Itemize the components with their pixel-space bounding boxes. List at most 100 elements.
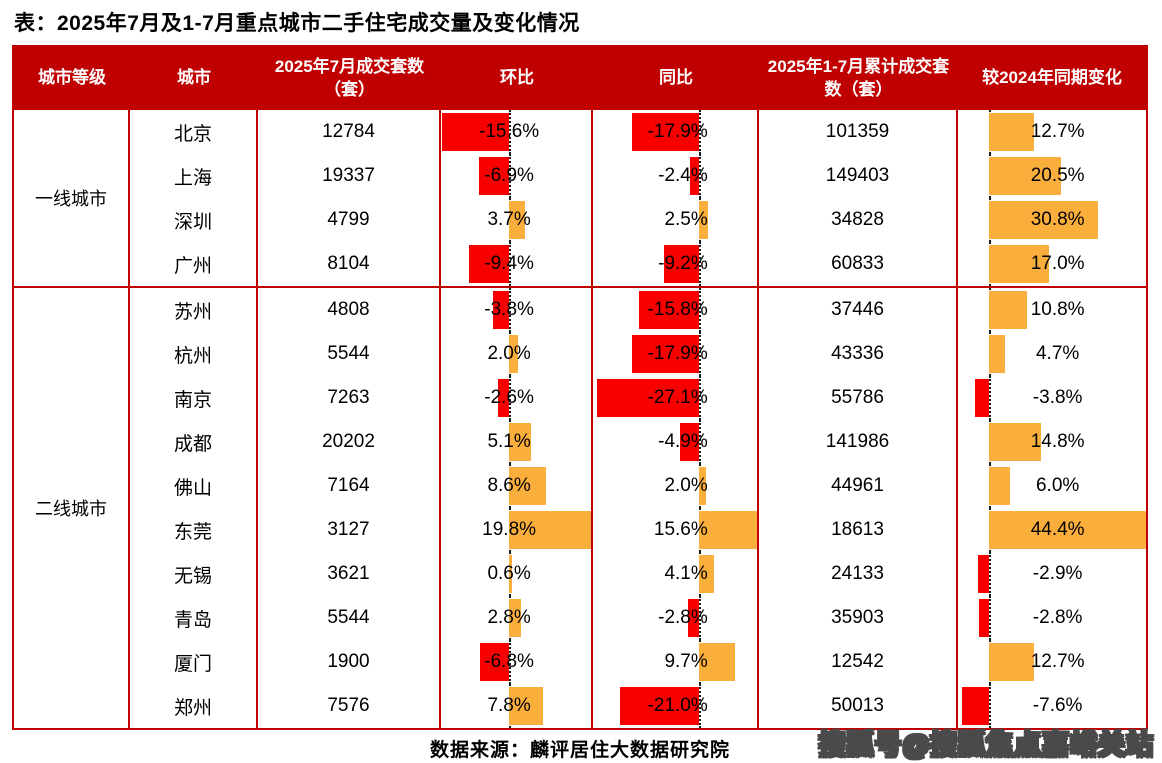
yoy-value: -21.0% xyxy=(647,695,708,716)
change-value: 6.0% xyxy=(1035,475,1080,496)
zero-line xyxy=(698,376,701,420)
change-value: 12.7% xyxy=(1030,121,1085,142)
zero-line xyxy=(509,288,512,332)
yoy-value: -27.1% xyxy=(647,387,708,408)
cumulative-volume-value: 34828 xyxy=(759,198,958,242)
city-name: 郑州 xyxy=(130,684,258,728)
mom-bar xyxy=(509,467,546,505)
change-bar-cell: 30.8% xyxy=(958,198,1146,242)
cumulative-volume-value: 37446 xyxy=(759,288,958,332)
change-bar xyxy=(988,423,1042,461)
change-value: -2.9% xyxy=(1032,563,1083,584)
change-bar-cell: 4.7% xyxy=(958,332,1146,376)
header-cumulative: 2025年1-7月累计成交套数（套） xyxy=(767,57,950,99)
change-bar xyxy=(988,157,1062,195)
zero-line xyxy=(988,552,991,596)
yoy-bar-cell: -27.1% xyxy=(593,376,759,420)
table-body: 一线城市 北京 12784 -15.6% -17.9% 101359 12.7%… xyxy=(14,110,1146,728)
yoy-bar-cell: 9.7% xyxy=(593,640,759,684)
header-july-volume: 2025年7月成交套数（套） xyxy=(274,57,425,99)
mom-value: 8.6% xyxy=(487,475,531,496)
mom-bar-cell: 2.8% xyxy=(441,596,593,640)
mom-bar xyxy=(509,423,531,461)
change-bar-cell: 17.0% xyxy=(958,242,1146,286)
mom-value: 0.6% xyxy=(487,563,531,584)
city-name: 青岛 xyxy=(130,596,258,640)
city-name: 深圳 xyxy=(130,198,258,242)
mom-bar xyxy=(497,379,510,417)
table-row: 南京 7263 -2.6% -27.1% 55786 -3.8% xyxy=(130,376,1146,420)
table-row: 青岛 5544 2.8% -2.8% 35903 -2.8% xyxy=(130,596,1146,640)
mom-bar xyxy=(479,157,510,195)
yoy-bar xyxy=(698,467,707,505)
city-name: 厦门 xyxy=(130,640,258,684)
mom-value: 5.1% xyxy=(487,431,531,452)
zero-line xyxy=(698,110,701,154)
city-name: 广州 xyxy=(130,242,258,286)
change-bar xyxy=(988,201,1099,239)
zero-line xyxy=(509,110,512,154)
yoy-bar-cell: 15.6% xyxy=(593,508,759,552)
mom-bar-cell: 5.1% xyxy=(441,420,593,464)
header-yoy: 同比 xyxy=(659,68,693,88)
yoy-bar-cell: -9.2% xyxy=(593,242,759,286)
zero-line xyxy=(988,596,991,640)
yoy-bar-cell: -2.8% xyxy=(593,596,759,640)
july-volume-value: 5544 xyxy=(258,332,441,376)
change-value: -3.8% xyxy=(1032,387,1083,408)
zero-line xyxy=(698,242,701,286)
table-row: 广州 8104 -9.4% -9.2% 60833 17.0% xyxy=(130,242,1146,286)
yoy-bar-cell: 2.5% xyxy=(593,198,759,242)
july-volume-value: 4799 xyxy=(258,198,441,242)
mom-bar xyxy=(509,201,525,239)
change-bar xyxy=(988,113,1034,151)
zero-line xyxy=(698,420,701,464)
yoy-bar xyxy=(698,643,736,681)
table-title: 表：2025年7月及1-7月重点城市二手住宅成交量及变化情况 xyxy=(14,12,580,35)
yoy-bar xyxy=(698,555,715,593)
change-value: 30.8% xyxy=(1030,209,1085,230)
data-source: 数据来源：麟评居住大数据研究院 xyxy=(430,740,731,761)
yoy-value: -2.4% xyxy=(658,165,708,186)
mom-bar xyxy=(468,245,510,283)
yoy-bar-cell: -21.0% xyxy=(593,684,759,728)
table-row: 厦门 1900 -6.8% 9.7% 12542 12.7% xyxy=(130,640,1146,684)
zero-line xyxy=(698,596,701,640)
mom-value: 3.7% xyxy=(487,209,531,230)
yoy-value: -2.8% xyxy=(658,607,708,628)
change-bar-cell: -3.8% xyxy=(958,376,1146,420)
mom-value: 2.0% xyxy=(487,343,531,364)
mom-bar-cell: 7.8% xyxy=(441,684,593,728)
yoy-bar-cell: -17.9% xyxy=(593,332,759,376)
mom-bar-cell: -15.6% xyxy=(441,110,593,154)
yoy-bar-cell: -4.9% xyxy=(593,420,759,464)
tier-group: 一线城市 北京 12784 -15.6% -17.9% 101359 12.7%… xyxy=(14,110,1146,286)
city-name: 无锡 xyxy=(130,552,258,596)
july-volume-value: 7263 xyxy=(258,376,441,420)
july-volume-value: 3127 xyxy=(258,508,441,552)
change-bar xyxy=(961,687,989,725)
cumulative-volume-value: 55786 xyxy=(759,376,958,420)
table-row: 无锡 3621 0.6% 4.1% 24133 -2.9% xyxy=(130,552,1146,596)
yoy-value: -17.9% xyxy=(647,343,708,364)
change-value: 20.5% xyxy=(1030,165,1085,186)
zero-line xyxy=(698,288,701,332)
change-bar-cell: 10.8% xyxy=(958,288,1146,332)
zero-line xyxy=(509,376,512,420)
mom-bar xyxy=(509,335,518,373)
yoy-bar xyxy=(698,511,757,549)
zero-line xyxy=(698,154,701,198)
july-volume-value: 4808 xyxy=(258,288,441,332)
cumulative-volume-value: 44961 xyxy=(759,464,958,508)
yoy-bar xyxy=(631,113,699,151)
mom-value: -9.4% xyxy=(484,253,534,274)
zero-line xyxy=(988,684,991,728)
yoy-bar xyxy=(619,687,699,725)
tier-group: 二线城市 苏州 4808 -3.8% -15.8% 37446 10.8% 杭州… xyxy=(14,286,1146,728)
mom-bar-cell: -9.4% xyxy=(441,242,593,286)
change-bar-cell: 6.0% xyxy=(958,464,1146,508)
table-row: 苏州 4808 -3.8% -15.8% 37446 10.8% xyxy=(130,288,1146,332)
table-row: 深圳 4799 3.7% 2.5% 34828 30.8% xyxy=(130,198,1146,242)
table-header: 城市等级 城市 2025年7月成交套数（套） 环比 同比 2025年1-7月累计… xyxy=(14,47,1146,110)
yoy-value: 15.6% xyxy=(653,519,708,540)
